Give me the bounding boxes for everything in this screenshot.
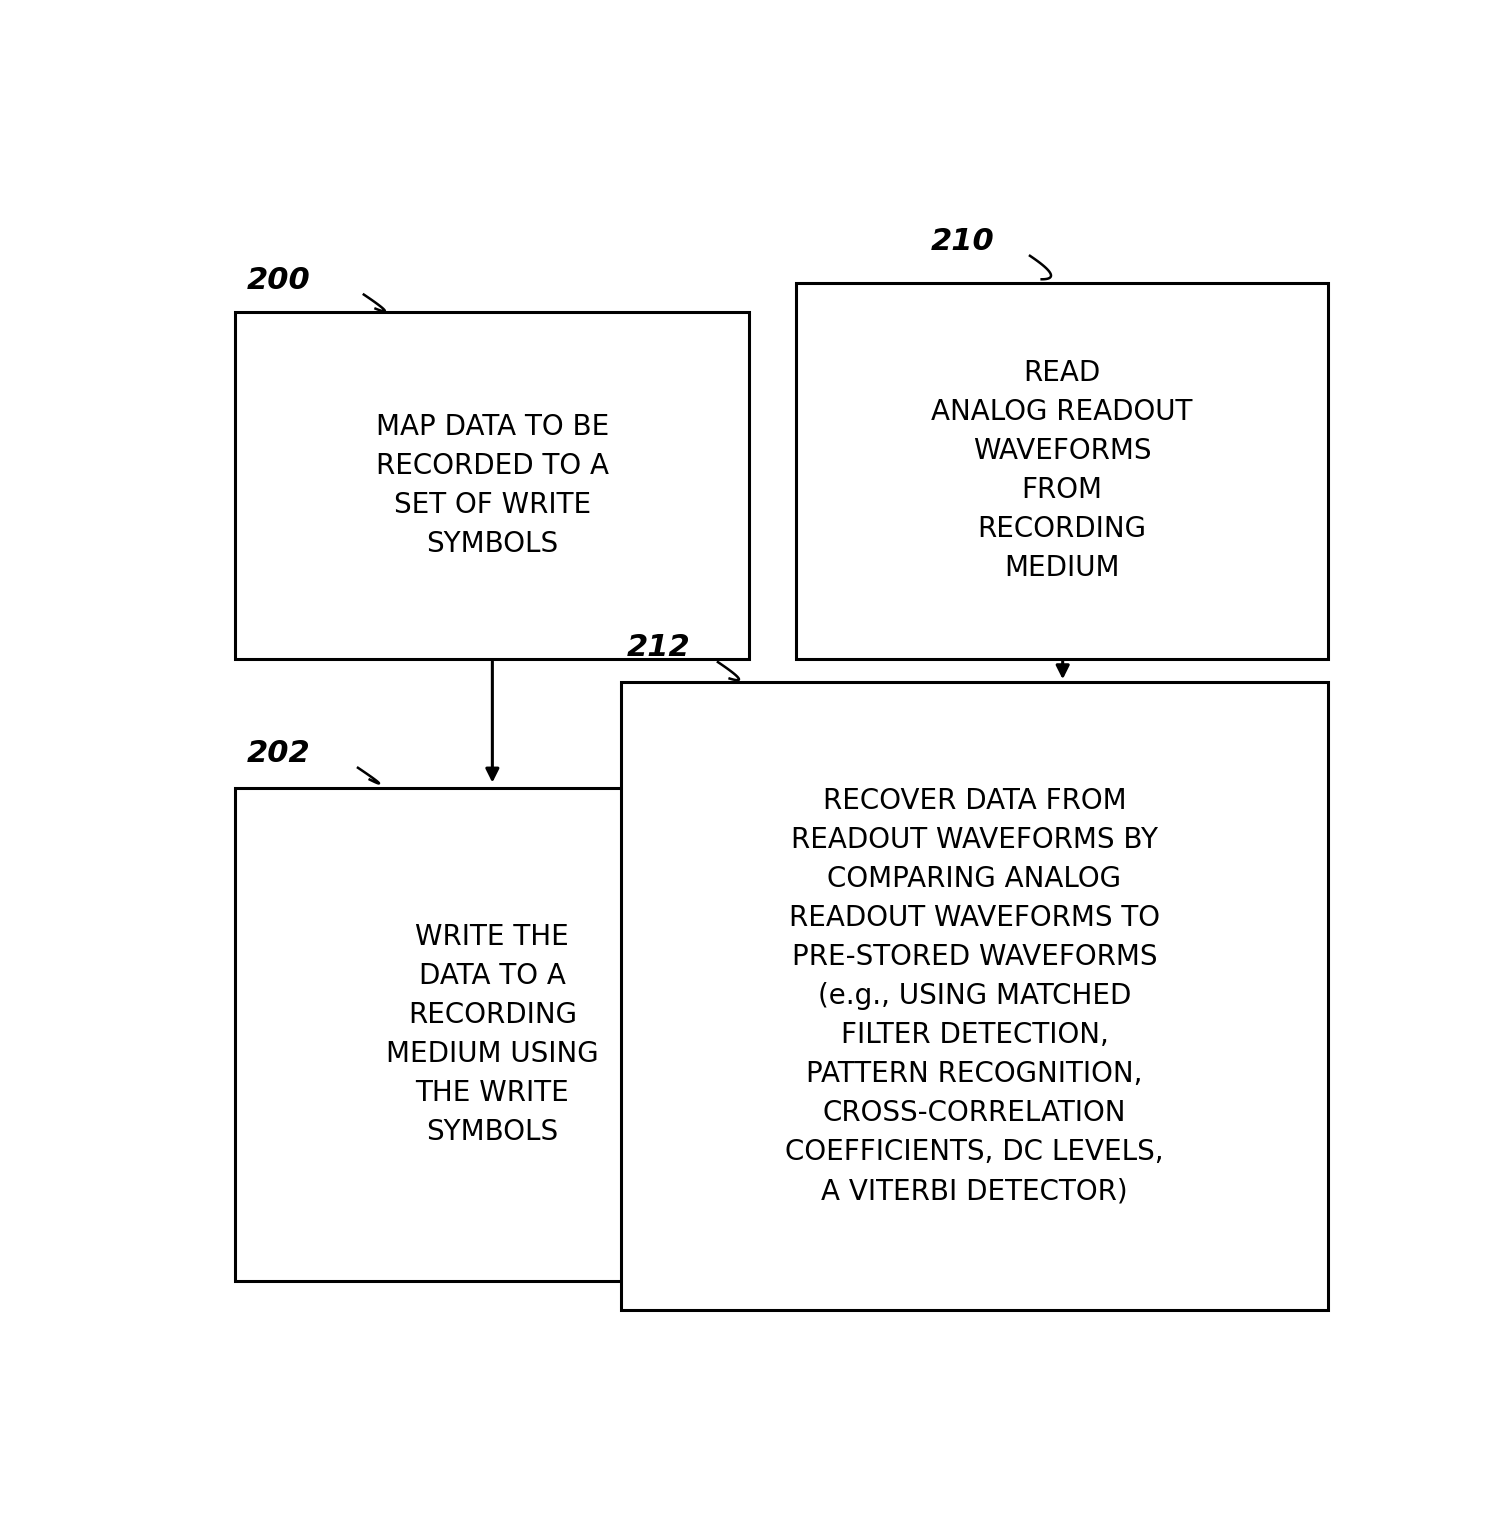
Text: 210: 210 xyxy=(930,227,994,256)
Text: 202: 202 xyxy=(247,738,311,767)
Text: READ
ANALOG READOUT
WAVEFORMS
FROM
RECORDING
MEDIUM: READ ANALOG READOUT WAVEFORMS FROM RECOR… xyxy=(932,360,1193,583)
Bar xyxy=(235,788,749,1281)
Text: RECOVER DATA FROM
READOUT WAVEFORMS BY
COMPARING ANALOG
READOUT WAVEFORMS TO
PRE: RECOVER DATA FROM READOUT WAVEFORMS BY C… xyxy=(786,787,1164,1205)
Bar xyxy=(235,313,749,659)
Text: WRITE THE
DATA TO A
RECORDING
MEDIUM USING
THE WRITE
SYMBOLS: WRITE THE DATA TO A RECORDING MEDIUM USI… xyxy=(386,923,599,1145)
Bar xyxy=(621,682,1329,1310)
Bar xyxy=(796,282,1329,659)
Text: 200: 200 xyxy=(247,265,311,294)
Text: 212: 212 xyxy=(627,633,691,662)
Text: MAP DATA TO BE
RECORDED TO A
SET OF WRITE
SYMBOLS: MAP DATA TO BE RECORDED TO A SET OF WRIT… xyxy=(375,413,609,558)
